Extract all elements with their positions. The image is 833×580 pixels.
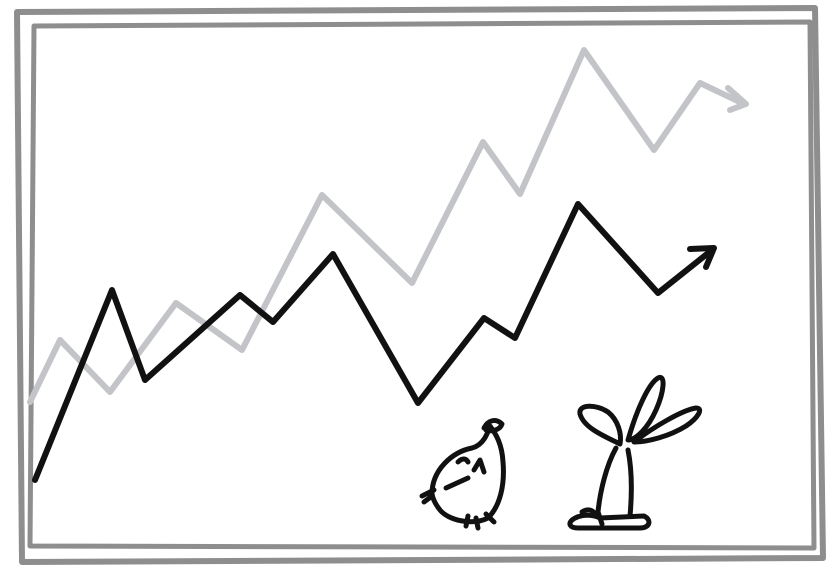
upper-trend-arrowhead	[725, 85, 749, 113]
rabbit-body	[595, 445, 634, 527]
chick-beak	[471, 457, 487, 475]
rabbit-ear-back	[631, 405, 703, 445]
chick-tuft	[481, 418, 505, 434]
upper-trend-line	[27, 47, 749, 405]
rabbit-base	[567, 512, 652, 531]
chick-body	[429, 423, 506, 525]
rabbit-ear-right	[625, 374, 666, 443]
lower-trend-arrowhead	[687, 245, 717, 270]
frame-inner	[27, 19, 817, 551]
frame-outer	[14, 5, 826, 565]
rabbit-drawing	[567, 374, 703, 531]
lower-trend-line	[32, 201, 717, 483]
lower-trend-path	[32, 201, 715, 483]
chick-drawing	[419, 418, 506, 531]
chick-tail	[419, 487, 437, 505]
rabbit-ear-left	[577, 403, 623, 447]
sketch-frame	[14, 5, 826, 565]
chick-eye	[455, 456, 471, 465]
rabbit-paw	[579, 507, 599, 519]
chick-feet	[463, 511, 497, 531]
chick-wing	[443, 475, 471, 491]
upper-trend-path	[27, 47, 747, 405]
